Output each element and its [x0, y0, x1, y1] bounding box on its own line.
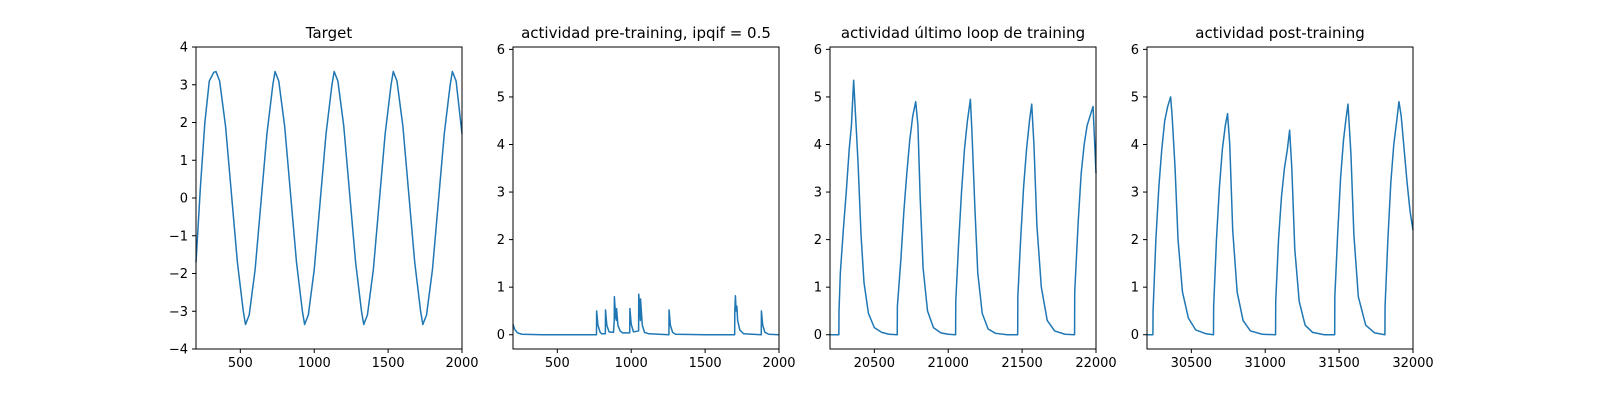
y-axis: −4 −3 −2 −1 0 1 2 3 4 [169, 41, 196, 358]
y-tick-label: 4 [180, 41, 188, 56]
x-axis: 20500 21000 21500 22000 [854, 349, 1117, 371]
x-tick-label: 30500 [1171, 356, 1212, 371]
y-tick-label: 3 [180, 78, 188, 93]
y-tick-label: 4 [1131, 138, 1139, 153]
last-training-loop-series-line [830, 79, 1097, 336]
x-tick-label: 21000 [928, 356, 969, 371]
y-tick-label: −4 [169, 343, 188, 358]
x-tick-label: 2000 [445, 356, 478, 371]
y-tick-label: 3 [814, 186, 822, 201]
plot-frame [512, 46, 780, 350]
subplot-last-training-loop: actividad último loop de training 20500 2… [814, 24, 1117, 371]
y-tick-label: −1 [169, 229, 188, 244]
x-tick-label: 1000 [615, 356, 648, 371]
x-tick-label: 500 [228, 356, 253, 371]
x-tick-label: 1000 [298, 356, 331, 371]
y-tick-label: 5 [497, 90, 505, 105]
y-axis: 0 1 2 3 4 5 6 [497, 43, 513, 343]
plot-frame [1146, 46, 1414, 350]
plot-frame [195, 46, 463, 350]
target-series-line [195, 70, 463, 326]
subplot-post-training: actividad post-training 30500 31000 31500 3… [1131, 24, 1434, 371]
subplot-target: Target 500 1000 1500 2000 −4 −3 −2 −1 0 1 2 3 4 [169, 24, 479, 371]
x-axis: 500 1000 1500 2000 [545, 349, 796, 371]
x-tick-label: 20500 [854, 356, 895, 371]
y-tick-label: 6 [497, 43, 505, 58]
y-tick-label: 2 [497, 233, 505, 248]
y-tick-label: 4 [497, 138, 505, 153]
x-tick-label: 1500 [689, 356, 722, 371]
x-tick-label: 22000 [1075, 356, 1116, 371]
subplot-title: actividad último loop de training [841, 24, 1085, 42]
subplot-pre-training: actividad pre-training, ipqif = 0.5 500 1… [497, 24, 796, 371]
y-tick-label: 0 [180, 192, 188, 207]
y-tick-label: 2 [180, 116, 188, 131]
subplot-title: Target [305, 24, 353, 42]
y-tick-label: 0 [1131, 328, 1139, 343]
x-tick-label: 31500 [1318, 356, 1359, 371]
y-tick-label: 6 [1131, 43, 1139, 58]
y-tick-label: 1 [1131, 281, 1139, 296]
post-training-series-line [1147, 96, 1414, 336]
x-tick-label: 2000 [762, 356, 795, 371]
y-tick-label: 4 [814, 138, 822, 153]
subplot-title: actividad post-training [1195, 24, 1364, 42]
x-tick-label: 1500 [372, 356, 405, 371]
y-tick-label: 3 [497, 186, 505, 201]
y-tick-label: 2 [814, 233, 822, 248]
y-axis: 0 1 2 3 4 5 6 [1131, 43, 1147, 343]
y-axis: 0 1 2 3 4 5 6 [814, 43, 830, 343]
x-axis: 500 1000 1500 2000 [228, 349, 479, 371]
plot-frame [829, 46, 1097, 350]
y-tick-label: 3 [1131, 186, 1139, 201]
y-tick-label: 5 [814, 90, 822, 105]
y-tick-label: −2 [169, 267, 188, 282]
y-tick-label: 2 [1131, 233, 1139, 248]
x-tick-label: 21500 [1001, 356, 1042, 371]
x-tick-label: 31000 [1245, 356, 1286, 371]
x-tick-label: 500 [545, 356, 570, 371]
y-tick-label: 1 [180, 154, 188, 169]
y-tick-label: 1 [814, 281, 822, 296]
y-tick-label: 6 [814, 43, 822, 58]
pre-training-series-line [512, 293, 780, 336]
y-tick-label: 0 [814, 328, 822, 343]
y-tick-label: 0 [497, 328, 505, 343]
y-tick-label: −3 [169, 305, 188, 320]
subplot-title: actividad pre-training, ipqif = 0.5 [521, 24, 771, 42]
y-tick-label: 1 [497, 281, 505, 296]
x-axis: 30500 31000 31500 32000 [1171, 349, 1434, 371]
x-tick-label: 32000 [1392, 356, 1433, 371]
y-tick-label: 5 [1131, 90, 1139, 105]
